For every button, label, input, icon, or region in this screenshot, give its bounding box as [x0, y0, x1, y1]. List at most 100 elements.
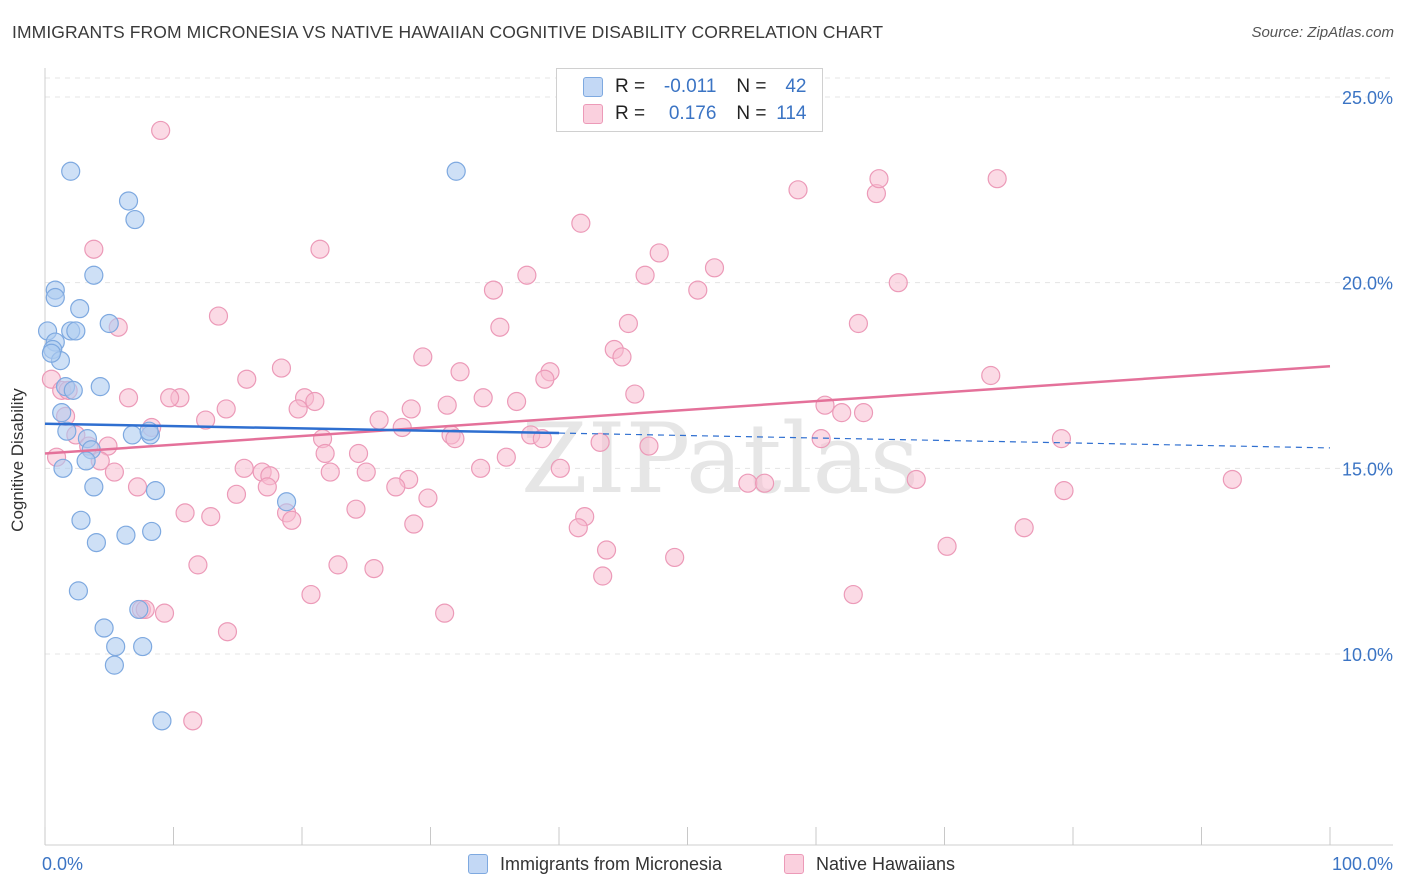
data-point-native-hawaiians [188, 555, 208, 575]
data-point-micronesia [52, 403, 72, 423]
data-point-native-hawaiians [704, 258, 725, 278]
y-tick-label: 20.0% [1342, 274, 1393, 294]
data-point-native-hawaiians [305, 391, 325, 412]
data-point-native-hawaiians [473, 388, 493, 408]
data-point-native-hawaiians [288, 399, 308, 419]
data-point-native-hawaiians [183, 711, 203, 731]
data-point-native-hawaiians [869, 169, 889, 189]
n-value: 114 [776, 103, 807, 124]
data-point-native-hawaiians [987, 169, 1007, 189]
r-value: 0.176 [668, 103, 717, 124]
data-point-native-hawaiians [450, 362, 470, 382]
n-label: N = [736, 103, 767, 124]
data-point-native-hawaiians [625, 384, 645, 404]
gridlines [45, 77, 1393, 655]
data-point-native-hawaiians [535, 369, 555, 389]
data-point-native-hawaiians [364, 558, 384, 579]
data-point-native-hawaiians [401, 399, 421, 419]
data-point-micronesia [446, 161, 466, 181]
data-point-micronesia [61, 161, 81, 181]
data-point-native-hawaiians [151, 120, 171, 141]
data-point-native-hawaiians [196, 410, 216, 430]
data-point-native-hawaiians [175, 503, 195, 523]
data-point-native-hawaiians [517, 265, 537, 285]
n-label: N = [736, 76, 767, 97]
y-tick-label: 15.0% [1342, 459, 1393, 479]
source-credit: Source: ZipAtlas.com [1251, 24, 1394, 41]
data-point-micronesia [90, 377, 110, 397]
trend-line-micronesia-extrapolated [558, 432, 1331, 449]
data-point-micronesia [104, 655, 124, 675]
y-tick-label: 25.0% [1342, 88, 1393, 108]
data-point-native-hawaiians [320, 462, 340, 482]
data-point-micronesia [94, 618, 114, 638]
data-point-native-hawaiians [315, 443, 335, 464]
r-label: R = [615, 103, 646, 124]
data-point-native-hawaiians [301, 584, 321, 605]
tick-labels: 10.0% 15.0% 20.0% 25.0% 0.0% 100.0% [42, 88, 1393, 874]
data-point-micronesia [145, 481, 166, 501]
data-point-micronesia [86, 532, 107, 553]
data-point-native-hawaiians [639, 436, 659, 456]
data-point-micronesia [129, 599, 149, 620]
data-point-native-hawaiians [843, 584, 863, 605]
stats-legend: R = -0.011 N = 42 R = 0.176 N = 114 [556, 68, 823, 132]
trend-line-native-hawaiians [44, 364, 1331, 455]
x-tick-label: 100.0% [1332, 854, 1393, 874]
data-point-native-hawaiians [104, 462, 124, 482]
data-point-native-hawaiians [483, 280, 504, 300]
data-point-native-hawaiians [532, 429, 552, 449]
data-point-native-hawaiians [346, 499, 366, 519]
legend-swatch-pink [583, 104, 603, 124]
data-point-native-hawaiians [1054, 481, 1074, 501]
data-point-native-hawaiians [596, 540, 617, 560]
data-point-native-hawaiians [234, 458, 254, 478]
data-point-micronesia [45, 287, 65, 308]
data-point-native-hawaiians [226, 484, 247, 504]
data-point-native-hawaiians [568, 518, 588, 538]
data-point-native-hawaiians [208, 306, 229, 326]
data-point-micronesia [125, 209, 145, 230]
n-value: 42 [785, 76, 807, 97]
data-point-native-hawaiians [435, 603, 455, 623]
data-point-native-hawaiians [271, 358, 292, 378]
data-point-native-hawaiians [665, 547, 685, 568]
data-point-native-hawaiians [369, 410, 389, 430]
data-point-native-hawaiians [906, 469, 926, 490]
legend-label: Native Hawaiians [816, 853, 956, 874]
data-point-native-hawaiians [257, 477, 277, 497]
micronesia-points [37, 161, 466, 731]
data-point-native-hawaiians [738, 473, 758, 493]
data-point-native-hawaiians [981, 365, 1001, 386]
data-point-native-hawaiians [282, 510, 302, 530]
data-point-micronesia [84, 477, 104, 497]
data-point-native-hawaiians [84, 239, 104, 259]
data-point-native-hawaiians [496, 447, 516, 467]
data-point-native-hawaiians [635, 265, 655, 285]
data-point-micronesia [116, 525, 136, 545]
r-value: -0.011 [663, 76, 717, 97]
data-point-micronesia [41, 343, 62, 363]
data-point-native-hawaiians [445, 429, 465, 449]
legend-item-micronesia: Immigrants from Micronesia [468, 851, 722, 877]
data-point-native-hawaiians [201, 507, 221, 527]
data-point-micronesia [118, 191, 139, 211]
data-point-native-hawaiians [413, 347, 433, 367]
legend-label: Immigrants from Micronesia [500, 853, 723, 874]
native-hawaiians-points [41, 120, 1242, 731]
data-point-native-hawaiians [154, 603, 175, 623]
data-point-native-hawaiians [418, 488, 438, 508]
data-point-native-hawaiians [612, 347, 632, 367]
data-point-micronesia [57, 421, 77, 441]
data-point-native-hawaiians [1014, 518, 1034, 538]
data-point-native-hawaiians [788, 180, 808, 200]
data-point-native-hawaiians [386, 477, 406, 497]
data-point-native-hawaiians [593, 566, 613, 586]
axes [44, 68, 1393, 846]
data-point-native-hawaiians [118, 388, 139, 408]
data-point-native-hawaiians [237, 369, 257, 389]
trend-lines [44, 364, 1331, 455]
data-point-micronesia [122, 425, 142, 445]
data-point-native-hawaiians [832, 403, 852, 423]
